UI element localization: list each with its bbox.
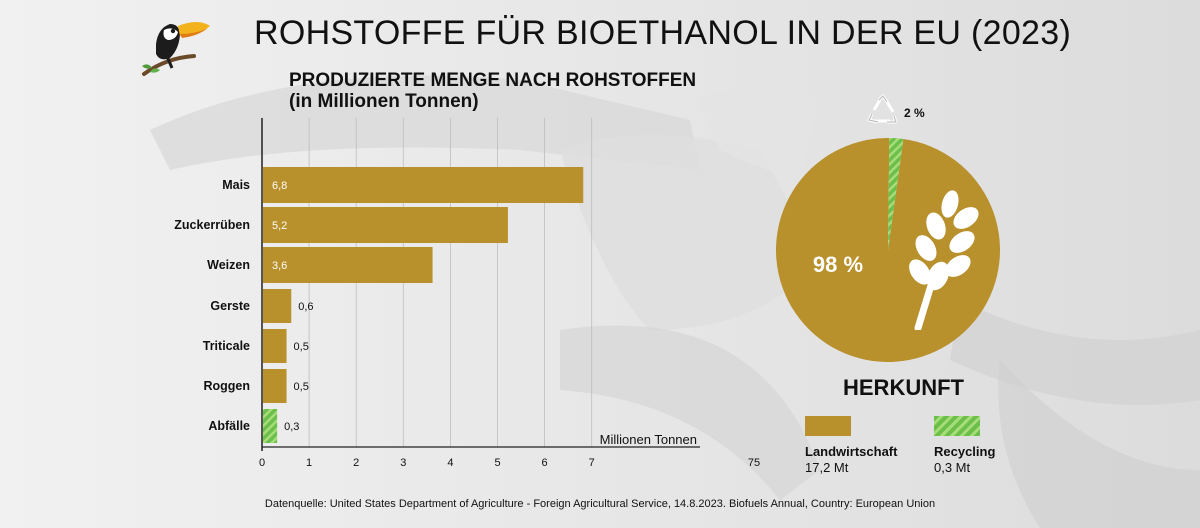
bar <box>263 329 287 363</box>
toucan-logo-icon <box>142 22 210 76</box>
value-label: 6,8 <box>272 180 287 192</box>
chart-subtitle: PRODUZIERTE MENGE NACH ROHSTOFFEN (in Mi… <box>289 70 696 112</box>
x-tick-label: 3 <box>400 457 406 469</box>
legend-amount-recycling: 0,3 Mt <box>934 460 971 475</box>
pie-slice-recycling <box>888 138 904 250</box>
legend-label-landwirtschaft: Landwirtschaft <box>805 444 898 459</box>
category-label: Triticale <box>203 339 250 353</box>
x-axis: 0 1 2 3 4 5 6 7 75 Millionen Tonnen <box>259 118 760 469</box>
bar <box>263 247 433 283</box>
value-label: 0,6 <box>298 301 313 313</box>
legend-amount-landwirtschaft: 17,2 Mt <box>805 460 849 475</box>
value-label: 0,3 <box>284 421 299 433</box>
x-axis-label: Millionen Tonnen <box>600 432 697 447</box>
value-label: 5,2 <box>272 220 287 232</box>
category-label: Weizen <box>207 258 250 272</box>
bar-series: Mais 6,8 Zuckerrüben 5,2 Weizen 3,6 Gerste 0,6 T… <box>174 167 584 443</box>
bar <box>263 369 287 403</box>
bar <box>263 207 508 243</box>
pie-title: HERKUNFT <box>843 375 964 400</box>
category-label: Abfälle <box>208 419 250 433</box>
bar <box>263 409 278 443</box>
legend-label-recycling: Recycling <box>934 444 996 459</box>
value-label: 0,5 <box>294 381 309 393</box>
x-tick-label: 0 <box>259 457 265 469</box>
bar <box>263 167 584 203</box>
category-label: Zuckerrüben <box>174 218 250 232</box>
category-label: Gerste <box>210 299 250 313</box>
chart-subtitle-line2: (in Millionen Tonnen) <box>289 91 479 112</box>
pie-value-label-landwirtschaft: 98 % <box>813 252 863 277</box>
legend-swatch-recycling <box>934 416 980 436</box>
x-tick-label-extra: 75 <box>748 457 760 469</box>
x-tick-label: 2 <box>353 457 359 469</box>
x-tick-label: 6 <box>542 457 548 469</box>
bar <box>263 289 292 323</box>
category-label: Mais <box>222 178 250 192</box>
page-title: ROHSTOFFE FÜR BIOETHANOL IN DER EU (2023… <box>254 14 1072 52</box>
wheat-icon <box>909 190 979 330</box>
pie-slice-landwirtschaft <box>776 137 1001 362</box>
x-tick-label: 7 <box>589 457 595 469</box>
x-tick-label: 5 <box>494 457 500 469</box>
value-label: 3,6 <box>272 260 287 272</box>
x-tick-label: 4 <box>447 457 453 469</box>
x-tick-label: 1 <box>306 457 312 469</box>
chart-subtitle-line1: PRODUZIERTE MENGE NACH ROHSTOFFEN <box>289 70 697 91</box>
pie-value-label-recycling: 2 % <box>904 106 925 120</box>
recycle-icon <box>867 94 898 124</box>
pie-chart: 98 % 2 % <box>776 106 1001 362</box>
data-source: Datenquelle: United States Department of… <box>264 498 936 510</box>
legend-swatch-landwirtschaft <box>805 416 851 436</box>
value-label: 0,5 <box>294 341 309 353</box>
category-label: Roggen <box>203 379 250 393</box>
